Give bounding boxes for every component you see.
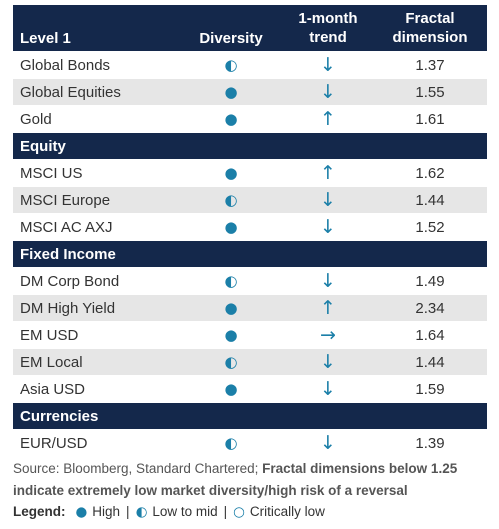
diversity-icon: ● <box>224 218 238 236</box>
row-name: EM USD <box>20 326 79 344</box>
section-label: Currencies <box>20 407 99 425</box>
table-row: DM High Yield ● ↑ 2.34 <box>13 295 487 322</box>
separator: | <box>126 504 130 519</box>
table-row: EM Local ◐ ↓ 1.44 <box>13 349 487 376</box>
fractal-value: 1.61 <box>415 110 445 128</box>
diversity-icon: ● <box>224 326 238 344</box>
fractal-value: 1.39 <box>415 434 445 452</box>
fractal-value: 1.64 <box>415 326 445 344</box>
diversity-icon: ◐ <box>224 56 238 74</box>
table-row: Asia USD ● ↓ 1.59 <box>13 376 487 403</box>
trend-arrow: ↓ <box>320 432 336 454</box>
legend-symbol: ◐ <box>135 504 148 520</box>
diversity-icon: ◐ <box>224 353 238 371</box>
row-name: EM Local <box>20 353 83 371</box>
table-header: Level 1 Diversity 1-month trend Fractal … <box>13 5 487 51</box>
table-row: EM USD ● → 1.64 <box>13 322 487 349</box>
table-row: Gold ● ↑ 1.61 <box>13 106 487 133</box>
legend-symbol: ○ <box>233 504 245 520</box>
fractal-value: 2.34 <box>415 299 445 317</box>
source-text: Source: Bloomberg, Standard Chartered; <box>13 461 263 476</box>
column-header: Fractal dimension <box>392 10 468 46</box>
row-name: EUR/USD <box>20 434 88 452</box>
column-header: Diversity <box>199 30 263 47</box>
row-name: DM High Yield <box>20 299 116 317</box>
trend-arrow: ↑ <box>320 108 336 130</box>
table-row: MSCI US ● ↑ 1.62 <box>13 160 487 187</box>
section-label: Equity <box>20 137 66 155</box>
row-name: MSCI Europe <box>20 191 111 209</box>
fractal-value: 1.52 <box>415 218 445 236</box>
diversity-icon: ◐ <box>224 191 238 209</box>
row-name: Asia USD <box>20 380 86 398</box>
trend-arrow: ↑ <box>320 162 336 184</box>
trend-arrow: ↓ <box>320 216 336 238</box>
trend-arrow: → <box>320 324 336 346</box>
fractal-value: 1.44 <box>415 353 445 371</box>
table-row: MSCI AC AXJ ● ↓ 1.52 <box>13 214 487 241</box>
source-note: Source: Bloomberg, Standard Chartered; F… <box>13 458 493 502</box>
trend-arrow: ↓ <box>320 378 336 400</box>
row-name: DM Corp Bond <box>20 272 120 290</box>
legend-label: Critically low <box>249 504 325 519</box>
table-row: DM Corp Bond ◐ ↓ 1.49 <box>13 268 487 295</box>
diversity-icon: ◐ <box>224 272 238 290</box>
row-name: Global Bonds <box>20 56 111 74</box>
fractal-value: 1.37 <box>415 56 445 74</box>
diversity-icon: ◐ <box>224 434 238 452</box>
row-name: Global Equities <box>20 83 121 101</box>
trend-arrow: ↓ <box>320 54 336 76</box>
section-label: Fixed Income <box>20 245 116 263</box>
fractal-value: 1.44 <box>415 191 445 209</box>
row-name: MSCI AC AXJ <box>20 218 113 236</box>
column-header: Level 1 <box>20 30 71 47</box>
diversity-icon: ● <box>224 83 238 101</box>
fractal-value: 1.49 <box>415 272 445 290</box>
diversity-icon: ● <box>224 110 238 128</box>
legend-symbol: ● <box>75 504 88 520</box>
legend: Legend: ● High | ◐ Low to mid | ○ Critically low <box>13 504 325 520</box>
trend-arrow: ↑ <box>320 297 336 319</box>
trend-arrow: ↓ <box>320 351 336 373</box>
legend-label: High <box>92 504 121 519</box>
fractal-value: 1.55 <box>415 83 445 101</box>
section-row: Fixed Income <box>13 241 487 268</box>
row-name: Gold <box>20 110 52 128</box>
trend-arrow: ↓ <box>320 270 336 292</box>
table-row: MSCI Europe ◐ ↓ 1.44 <box>13 187 487 214</box>
diversity-icon: ● <box>224 164 238 182</box>
table-row: Global Equities ● ↓ 1.55 <box>13 79 487 106</box>
column-header: 1-month trend <box>298 10 358 46</box>
legend-title: Legend: <box>13 504 66 519</box>
fractal-value: 1.62 <box>415 164 445 182</box>
source-bold: Fractal dimensions below 1.25 indicate e… <box>13 461 458 498</box>
row-name: MSCI US <box>20 164 83 182</box>
legend-label: Low to mid <box>152 504 218 519</box>
trend-arrow: ↓ <box>320 189 336 211</box>
section-row: Equity <box>13 133 487 160</box>
diversity-icon: ● <box>224 299 238 317</box>
table-row: Global Bonds ◐ ↓ 1.37 <box>13 52 487 79</box>
fractal-value: 1.59 <box>415 380 445 398</box>
section-row: Currencies <box>13 403 487 430</box>
separator: | <box>223 504 228 519</box>
table-row: EUR/USD ◐ ↓ 1.39 <box>13 430 487 457</box>
diversity-icon: ● <box>224 380 238 398</box>
trend-arrow: ↓ <box>320 81 336 103</box>
